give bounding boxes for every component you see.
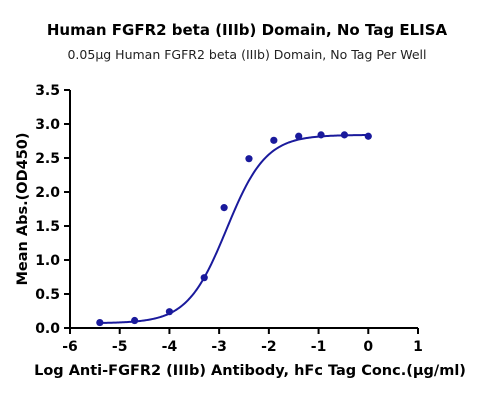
y-tick-label: 2.5 [35, 151, 60, 167]
y-tick-label: 0.5 [35, 287, 60, 303]
x-axis-label: Log Anti-FGFR2 (IIIb) Antibody, hFc Tag … [34, 363, 466, 379]
data-point [245, 155, 253, 163]
axes [69, 90, 418, 329]
x-ticks: -6 -5 -4 -3 -2 -1 0 1 [62, 328, 423, 355]
y-tick-label: 1.5 [35, 219, 60, 235]
chart-title: Human FGFR2 beta (IIIb) Domain, No Tag E… [47, 21, 448, 39]
x-tick-label: -4 [162, 339, 178, 355]
data-point [295, 132, 303, 140]
x-tick-label: -6 [62, 339, 78, 355]
x-tick-label: -5 [112, 339, 128, 355]
x-tick-label: -3 [211, 339, 227, 355]
fit-curve [99, 134, 369, 324]
y-axis-label: Mean Abs.(OD450) [15, 132, 31, 285]
data-points [96, 131, 372, 327]
y-tick-label: 3.0 [35, 117, 60, 133]
x-tick-label: 1 [413, 339, 423, 355]
y-tick-label: 0.0 [35, 321, 60, 337]
data-point [165, 308, 174, 316]
y-tick-label: 2.0 [35, 185, 60, 201]
y-ticks: 0.0 0.5 1.0 1.5 2.0 2.5 3.0 3.5 [35, 83, 70, 337]
data-point [200, 274, 208, 282]
x-tick-label: -2 [261, 339, 277, 355]
x-tick-label: -1 [311, 339, 327, 355]
data-point [364, 132, 372, 140]
data-point [220, 204, 228, 212]
y-tick-label: 1.0 [35, 253, 60, 269]
y-tick-label: 3.5 [35, 83, 60, 99]
chart-subtitle: 0.05μg Human FGFR2 beta (IIIb) Domain, N… [67, 47, 426, 62]
data-point [317, 131, 325, 139]
x-tick-label: 0 [363, 339, 373, 355]
data-point [270, 136, 278, 144]
data-point [340, 131, 349, 139]
data-point [96, 318, 104, 327]
data-point [131, 316, 139, 325]
